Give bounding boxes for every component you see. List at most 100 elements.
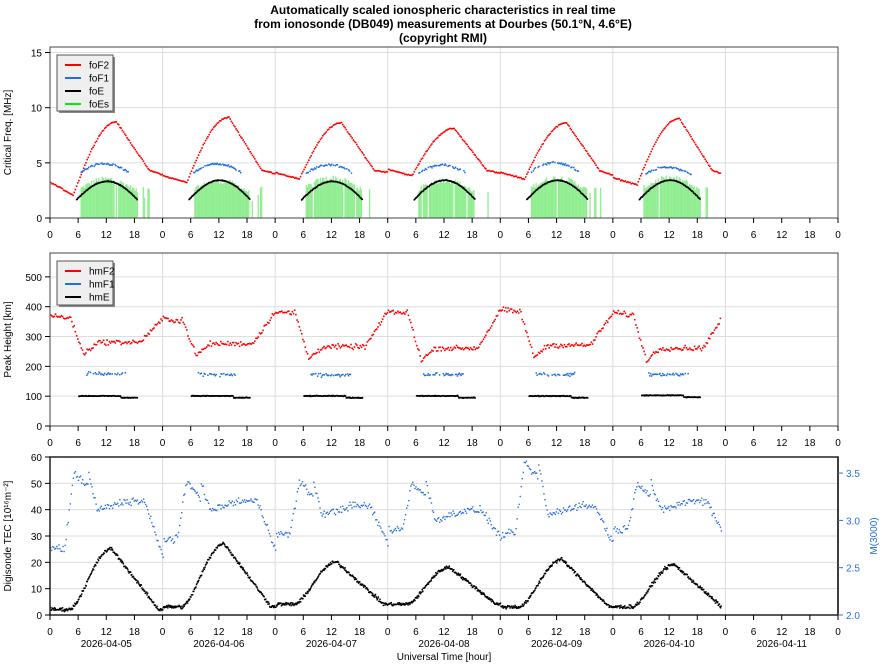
foF2-point: [85, 162, 87, 164]
foF2-point: [212, 126, 215, 129]
hmF2-point: [248, 342, 250, 345]
foE-point: [416, 196, 418, 198]
m3000-point: [623, 525, 626, 527]
tec-point: [686, 573, 689, 576]
hmF2-point: [374, 328, 377, 331]
tec-point: [509, 607, 511, 609]
tec-point: [214, 549, 217, 551]
hmF2-point: [261, 332, 263, 334]
m3000-point: [546, 509, 548, 511]
foF1-point: [197, 169, 200, 171]
hmF2-point: [517, 312, 520, 314]
foF2-point: [406, 174, 409, 176]
foF2-point: [245, 144, 248, 147]
m3000-point: [471, 507, 473, 510]
foF1-point: [114, 163, 116, 166]
foEs-bar: [435, 182, 438, 218]
hmF2-point: [709, 337, 711, 340]
x-tick-label: 6: [75, 230, 81, 241]
m3000-point: [97, 508, 99, 511]
hmF2-point: [591, 343, 594, 345]
foEs-bar: [445, 182, 447, 218]
foF2-point: [616, 178, 618, 180]
m3000-point: [173, 541, 176, 543]
m3000-point: [80, 482, 83, 484]
foF2-point: [501, 172, 504, 174]
foEs-bar: [143, 197, 146, 218]
m3000-point: [711, 514, 713, 517]
m3000-point: [586, 507, 588, 509]
foEs-bar: [699, 196, 701, 218]
foEs-bar: [316, 179, 318, 218]
hmF2-point: [126, 342, 128, 345]
m3000-point: [64, 544, 66, 547]
hmF2-point: [621, 313, 623, 315]
hmE-point: [136, 396, 139, 399]
m3000-point: [605, 530, 607, 532]
hmF1-point: [230, 373, 233, 375]
m3000-point: [136, 499, 139, 501]
foF1-point: [650, 169, 653, 172]
foF1-point: [322, 165, 325, 167]
foE-point: [136, 198, 138, 201]
tec-point: [457, 572, 460, 575]
hmF1-point: [462, 373, 464, 375]
tec-point: [707, 592, 709, 595]
right-y-tick-label: 3.0: [846, 516, 860, 527]
tec-point: [312, 582, 315, 584]
foF1-point: [572, 166, 575, 169]
hmF1-point: [433, 373, 435, 376]
tec-point: [213, 551, 215, 553]
foF1-point: [661, 166, 663, 169]
tec-point: [478, 590, 480, 592]
foF1-point: [224, 163, 226, 166]
m3000-point: [530, 473, 533, 475]
foF2-point: [183, 180, 186, 183]
tec-point: [87, 577, 90, 580]
tec-point: [575, 574, 578, 577]
tec-point: [86, 580, 89, 583]
foE-point: [534, 190, 537, 193]
tec-point: [370, 592, 373, 594]
foEs-bar: [329, 179, 331, 218]
hmF2-point: [112, 341, 114, 343]
tec-point: [539, 581, 541, 584]
tec-point: [145, 591, 148, 593]
y-tick-label: 400: [25, 303, 42, 314]
tec-point: [129, 571, 132, 573]
foF1-point: [83, 169, 85, 172]
foF1-point: [98, 163, 100, 166]
tec-point: [475, 586, 478, 589]
foF2-point: [316, 144, 318, 146]
hmF2-point: [557, 347, 560, 349]
panel-tec: [50, 456, 838, 616]
m3000-point: [164, 540, 166, 543]
foE-point: [566, 181, 568, 184]
foF2-point: [76, 182, 79, 184]
tec-point: [458, 574, 460, 576]
hmF2-point: [107, 344, 110, 346]
foF2-point: [367, 161, 370, 163]
tec-point: [493, 602, 496, 604]
foEs-bar: [134, 190, 136, 218]
hmF2-point: [127, 341, 129, 343]
foF1-point: [447, 165, 449, 168]
foF2-point: [468, 147, 471, 150]
m3000-point: [162, 556, 164, 559]
hmF2-point: [543, 344, 546, 347]
tec-point: [155, 607, 158, 609]
hmF2-point: [345, 344, 348, 346]
foF2-point: [381, 170, 384, 173]
tec-point: [106, 550, 108, 552]
foF2-point: [490, 170, 493, 173]
foF1-point: [214, 162, 217, 165]
foF2-point: [109, 122, 112, 125]
foE-point: [351, 188, 354, 191]
hmF1-point: [95, 373, 97, 375]
tec-point: [621, 606, 623, 608]
foF2-point: [519, 176, 521, 179]
tec-point: [110, 549, 112, 551]
foF2-point: [347, 132, 350, 135]
m3000-point: [568, 506, 570, 508]
hmF2-point: [530, 346, 533, 348]
